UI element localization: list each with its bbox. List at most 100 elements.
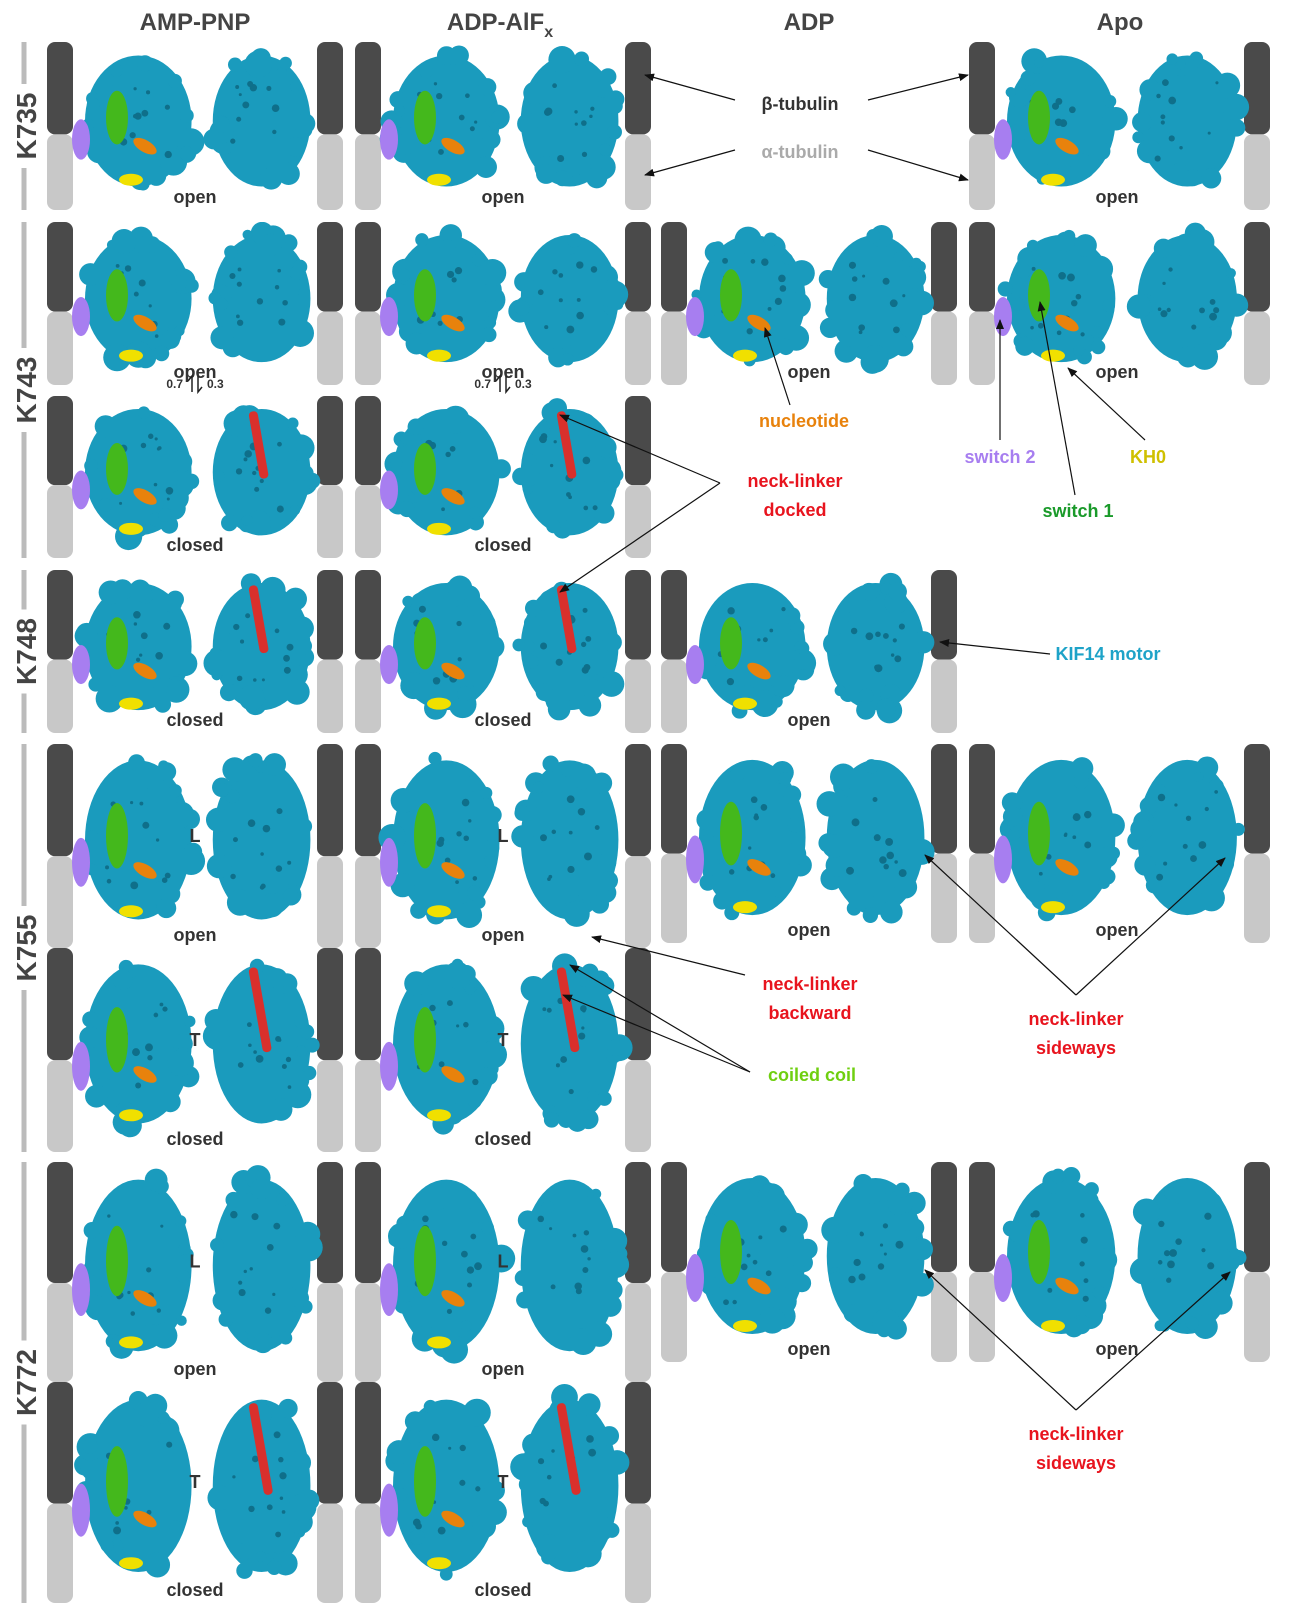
density-hole [753, 815, 759, 821]
density-hole [780, 285, 787, 292]
density-hole [133, 87, 136, 90]
density-panel [47, 948, 343, 1152]
density-hole [858, 324, 865, 331]
density-hole [539, 435, 547, 443]
density [880, 901, 903, 924]
density-hole [240, 640, 244, 644]
density-hole [237, 320, 243, 326]
density-panel [47, 222, 343, 385]
density-hole [465, 93, 470, 98]
beta-tubulin [1244, 1162, 1270, 1272]
density [1093, 142, 1111, 160]
density-hole [858, 1274, 865, 1281]
beta-tubulin [355, 744, 381, 856]
beta-tubulin [931, 570, 957, 660]
density-hole [583, 608, 588, 613]
density [295, 113, 316, 134]
density-hole [761, 804, 768, 811]
density-hole [1207, 1262, 1214, 1269]
density-hole [419, 606, 426, 613]
density-hole [254, 487, 259, 492]
density-panel [969, 222, 1270, 385]
density [558, 1111, 575, 1128]
annotation: switch 1 [1042, 501, 1113, 521]
density [287, 418, 299, 430]
density [158, 508, 171, 521]
density [388, 1223, 414, 1249]
density [296, 818, 312, 834]
density [705, 1213, 717, 1225]
kh0 [119, 698, 143, 710]
annotation: neck-linker [1028, 1424, 1123, 1444]
state-label: open [788, 362, 831, 382]
state-label: closed [474, 1580, 531, 1600]
switch-1 [414, 803, 436, 868]
density-hole [1155, 156, 1161, 162]
density-hole [582, 152, 587, 157]
alpha-tubulin [661, 1272, 687, 1362]
density-hole [540, 642, 547, 649]
beta-tubulin [355, 1162, 381, 1283]
density-panel [355, 948, 651, 1152]
switch-2 [72, 297, 90, 336]
density [138, 406, 150, 418]
density [787, 817, 803, 833]
density [85, 1085, 108, 1108]
density [603, 633, 622, 652]
beta-tubulin [47, 42, 73, 134]
kh0 [427, 1336, 451, 1348]
density [176, 1315, 186, 1325]
kh0 [427, 1109, 451, 1121]
density-hole [438, 1527, 446, 1535]
density [847, 883, 873, 909]
density-hole [552, 83, 557, 88]
density-panel [355, 42, 651, 210]
density [167, 1050, 193, 1076]
density-hole [239, 1289, 246, 1296]
density-hole [895, 1241, 903, 1249]
beta-tubulin [47, 222, 73, 312]
switch-2 [380, 1263, 398, 1316]
density-hole [584, 664, 591, 671]
density-hole [248, 819, 256, 827]
density [166, 680, 186, 700]
density [594, 503, 615, 524]
density [546, 688, 570, 712]
density [439, 239, 455, 255]
density-hole [1201, 1248, 1205, 1252]
alpha-tubulin [47, 134, 73, 210]
alpha-tubulin [625, 134, 651, 210]
density-hole [769, 629, 773, 633]
density [457, 686, 472, 701]
density [734, 227, 761, 254]
density [587, 1321, 612, 1346]
density-hole [578, 1033, 585, 1040]
density [399, 501, 415, 517]
density [207, 1485, 232, 1510]
density-hole [266, 86, 271, 91]
density-hole [1055, 119, 1062, 126]
beta-tubulin [47, 948, 73, 1060]
density [484, 317, 496, 329]
density-hole [1160, 114, 1165, 119]
density-hole [455, 267, 462, 274]
density-hole [1161, 120, 1165, 124]
annotation: β-tubulin [762, 94, 839, 114]
density [607, 125, 622, 140]
state-label: open [1096, 1339, 1139, 1359]
beta-tubulin [625, 222, 651, 312]
density-hole [1032, 267, 1036, 271]
switch-2 [380, 1484, 398, 1537]
density-hole [573, 1234, 577, 1238]
density [475, 613, 496, 634]
density [288, 434, 315, 461]
density-hole [1158, 307, 1162, 311]
beta-tubulin [317, 1382, 343, 1504]
row-label: K755 [11, 915, 42, 982]
state-label: open [174, 1359, 217, 1379]
density-hole [233, 624, 239, 630]
density [141, 768, 163, 790]
density-hole [438, 321, 443, 326]
density [1130, 818, 1153, 841]
density [110, 64, 123, 77]
